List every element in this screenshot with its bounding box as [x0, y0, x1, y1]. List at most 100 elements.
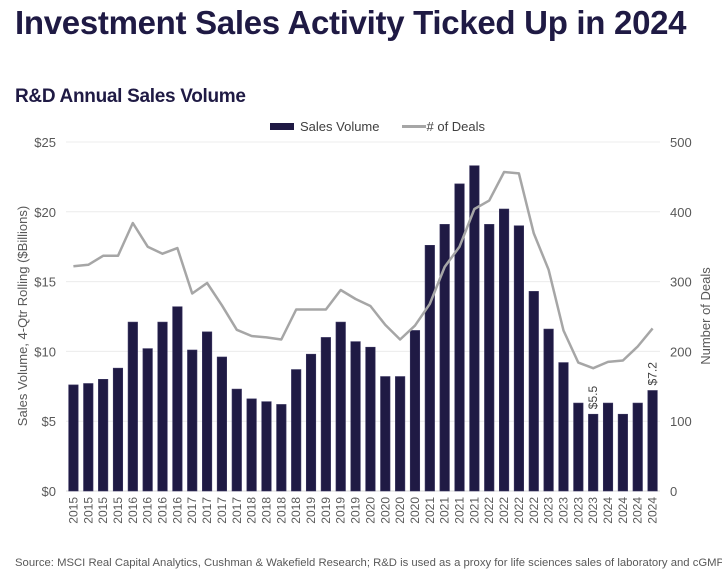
bar — [588, 413, 599, 492]
bar — [365, 346, 376, 492]
bar — [98, 379, 109, 492]
bar — [558, 362, 569, 492]
x-tick-label: 2019 — [304, 497, 318, 524]
x-tick-label: 2021 — [467, 497, 481, 524]
bar — [424, 245, 435, 492]
x-tick-label: 2020 — [393, 497, 407, 524]
x-tick-label: 2018 — [245, 497, 259, 524]
x-tick-label: 2021 — [438, 497, 452, 524]
x-tick-label: 2018 — [274, 497, 288, 524]
bar — [187, 349, 198, 492]
bar — [142, 348, 153, 492]
legend-swatch-deals — [401, 124, 426, 128]
x-tick-label: 2024 — [631, 497, 645, 524]
chart-legend: Sales Volume # of Deals — [270, 118, 485, 134]
y-axis-right-ticks: 0 100 200 300 400 500 — [670, 135, 692, 499]
bar — [454, 183, 465, 492]
legend-swatch-sales-volume — [270, 122, 294, 130]
x-tick-label: 2023 — [542, 497, 556, 524]
legend-label-sales-volume: Sales Volume — [300, 118, 380, 134]
line-series-deals — [73, 170, 654, 370]
y-axis-left-title: Sales Volume, 4-Qtr Rolling ($Billions) — [15, 206, 30, 426]
x-tick-label: 2024 — [616, 497, 630, 524]
x-tick-label: 2022 — [482, 497, 496, 524]
x-tick-label: 2021 — [423, 497, 437, 524]
x-tick-label: 2022 — [497, 497, 511, 524]
x-tick-label: 2018 — [259, 497, 273, 524]
bar — [469, 165, 480, 492]
bar — [439, 224, 450, 492]
x-tick-label: 2015 — [66, 497, 80, 524]
y2-tick-label: 400 — [670, 205, 692, 220]
x-tick-label: 2021 — [453, 497, 467, 524]
x-tick-label: 2022 — [512, 497, 526, 524]
bar — [632, 402, 643, 492]
x-tick-label: 2023 — [586, 497, 600, 524]
bar — [335, 321, 346, 492]
x-tick-label: 2019 — [319, 497, 333, 524]
x-tick-label: 2017 — [215, 497, 229, 524]
y2-tick-label: 100 — [670, 414, 692, 429]
bar — [112, 367, 124, 492]
bar — [246, 398, 257, 492]
x-tick-label: 2022 — [527, 497, 541, 524]
x-tick-label: 2017 — [200, 497, 214, 524]
x-tick-label: 2018 — [289, 497, 303, 524]
x-tick-label: 2017 — [185, 497, 199, 524]
x-tick-label: 2019 — [349, 497, 363, 524]
source-footnote: Source: MSCI Real Capital Analytics, Cus… — [15, 557, 722, 569]
x-tick-label: 2016 — [170, 497, 184, 524]
data-label: $7.2 — [646, 362, 660, 386]
bar — [305, 353, 317, 492]
x-tick-label: 2020 — [408, 497, 422, 524]
bar — [647, 390, 658, 492]
bar — [261, 401, 272, 492]
y2-tick-label: 500 — [670, 135, 692, 150]
x-tick-label: 2015 — [96, 497, 110, 524]
bar — [617, 413, 628, 492]
bar — [543, 328, 554, 492]
data-label: $5.5 — [586, 386, 600, 410]
x-tick-label: 2023 — [571, 497, 585, 524]
y2-tick-label: 300 — [670, 275, 692, 290]
bar-series — [68, 165, 658, 492]
y-axis-left-ticks: $0 $5 $10 $15 $20 $25 — [34, 135, 56, 499]
y-axis-right-title: Number of Deals — [698, 267, 713, 365]
x-tick-label: 2019 — [334, 497, 348, 524]
legend-label-deals: # of Deals — [426, 118, 486, 134]
y2-tick-label: 0 — [670, 484, 677, 499]
bar — [573, 402, 584, 492]
x-tick-label: 2017 — [230, 497, 244, 524]
x-tick-label: 2015 — [111, 497, 125, 524]
bar — [380, 376, 391, 492]
bar — [409, 330, 421, 492]
bar — [83, 383, 94, 492]
x-tick-label: 2024 — [601, 497, 615, 524]
bar — [172, 306, 183, 492]
bar — [320, 337, 331, 492]
x-tick-label: 2016 — [126, 497, 140, 524]
bar — [127, 321, 138, 492]
bar — [513, 225, 524, 492]
y-tick-label: $5 — [42, 414, 56, 429]
x-tick-label: 2023 — [556, 497, 570, 524]
bar — [202, 331, 213, 492]
bar — [231, 388, 242, 492]
x-tick-label: 2016 — [156, 497, 170, 524]
bar — [350, 341, 361, 492]
bar — [276, 404, 287, 492]
x-axis-ticks: 2015 2015 2015 2015 2016 2016 2016 2016 2017 2017… — [66, 497, 659, 524]
y2-tick-label: 200 — [670, 344, 692, 359]
bar — [291, 369, 302, 492]
y-tick-label: $20 — [34, 205, 56, 220]
x-tick-label: 2016 — [141, 497, 155, 524]
bar — [395, 376, 406, 492]
y-tick-label: $10 — [34, 344, 56, 359]
bar — [528, 291, 539, 492]
y-tick-label: $25 — [34, 135, 56, 150]
y-tick-label: $15 — [34, 275, 56, 290]
bar — [499, 208, 510, 492]
bar — [484, 224, 495, 492]
x-tick-label: 2024 — [646, 497, 660, 524]
